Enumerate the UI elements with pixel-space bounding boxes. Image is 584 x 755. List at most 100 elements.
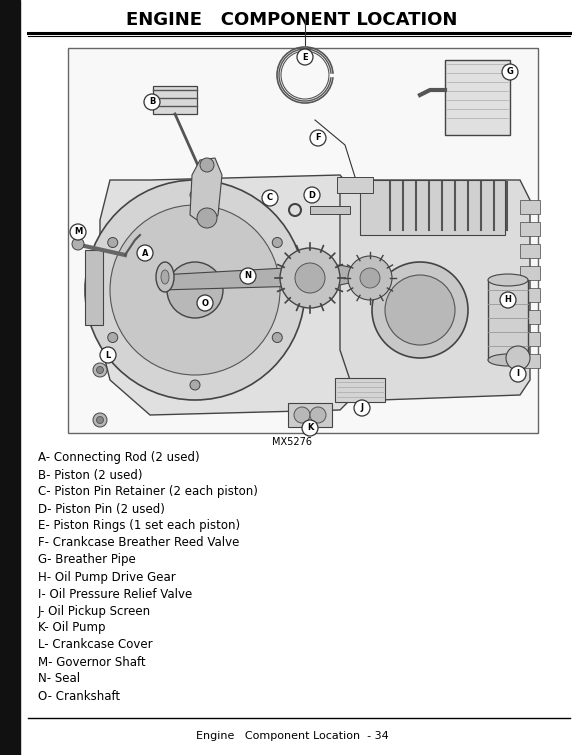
Circle shape — [240, 268, 256, 284]
Bar — [520, 288, 540, 302]
Circle shape — [500, 292, 516, 308]
Circle shape — [72, 238, 84, 250]
Text: L- Crankcase Cover: L- Crankcase Cover — [38, 639, 152, 652]
Bar — [310, 206, 350, 214]
Circle shape — [310, 130, 326, 146]
Circle shape — [110, 205, 280, 375]
Circle shape — [190, 190, 200, 200]
Text: C: C — [267, 193, 273, 202]
Circle shape — [272, 238, 282, 248]
Bar — [85, 250, 103, 325]
Circle shape — [304, 187, 320, 203]
Bar — [360, 180, 505, 235]
Bar — [520, 354, 540, 368]
Circle shape — [372, 262, 468, 358]
Bar — [488, 280, 528, 360]
Ellipse shape — [488, 354, 528, 366]
Text: M- Governor Shaft: M- Governor Shaft — [38, 655, 145, 668]
Text: A: A — [142, 248, 148, 257]
Bar — [288, 403, 332, 427]
Text: D: D — [308, 190, 315, 199]
Circle shape — [85, 180, 305, 400]
Bar — [520, 200, 540, 214]
Text: L: L — [105, 350, 110, 359]
Text: B- Piston (2 used): B- Piston (2 used) — [38, 469, 142, 482]
Circle shape — [297, 49, 313, 65]
Circle shape — [93, 413, 107, 427]
Ellipse shape — [488, 274, 528, 286]
Circle shape — [348, 256, 392, 300]
Circle shape — [137, 245, 153, 261]
Bar — [337, 177, 373, 193]
Bar — [520, 310, 540, 324]
Circle shape — [96, 417, 103, 424]
Circle shape — [197, 208, 217, 228]
Text: J- Oil Pickup Screen: J- Oil Pickup Screen — [38, 605, 151, 618]
Circle shape — [354, 400, 370, 416]
Circle shape — [144, 94, 160, 110]
Text: E: E — [302, 53, 308, 61]
Bar — [153, 86, 197, 114]
Circle shape — [502, 64, 518, 80]
Circle shape — [294, 407, 310, 423]
Circle shape — [100, 347, 116, 363]
Ellipse shape — [156, 262, 174, 292]
Bar — [520, 244, 540, 258]
Bar — [520, 222, 540, 236]
Text: F- Crankcase Breather Reed Valve: F- Crankcase Breather Reed Valve — [38, 537, 239, 550]
Polygon shape — [190, 158, 222, 225]
Text: H: H — [505, 295, 512, 304]
Circle shape — [70, 224, 86, 240]
Text: K- Oil Pump: K- Oil Pump — [38, 621, 106, 634]
Circle shape — [506, 346, 530, 370]
Text: A- Connecting Rod (2 used): A- Connecting Rod (2 used) — [38, 451, 200, 464]
Circle shape — [510, 366, 526, 382]
Text: O- Crankshaft: O- Crankshaft — [38, 689, 120, 702]
Circle shape — [190, 380, 200, 390]
Ellipse shape — [161, 270, 169, 284]
Bar — [520, 266, 540, 280]
Text: I: I — [516, 369, 520, 378]
Circle shape — [107, 238, 118, 248]
Circle shape — [107, 332, 118, 343]
Text: B: B — [149, 97, 155, 106]
Text: F: F — [315, 134, 321, 143]
Circle shape — [167, 262, 223, 318]
Bar — [445, 60, 510, 135]
Bar — [335, 378, 385, 402]
Text: N- Seal: N- Seal — [38, 673, 80, 686]
Circle shape — [295, 263, 325, 293]
Circle shape — [310, 407, 326, 423]
Circle shape — [262, 190, 278, 206]
Circle shape — [302, 420, 318, 436]
Text: O: O — [201, 298, 208, 307]
Circle shape — [96, 366, 103, 374]
Bar — [520, 332, 540, 346]
Text: ENGINE   COMPONENT LOCATION: ENGINE COMPONENT LOCATION — [126, 11, 458, 29]
Bar — [0, 0, 20, 755]
Circle shape — [272, 332, 282, 343]
Polygon shape — [100, 175, 370, 415]
Text: G: G — [506, 67, 513, 76]
Circle shape — [93, 363, 107, 377]
Circle shape — [280, 248, 340, 308]
Text: Engine   Component Location  - 34: Engine Component Location - 34 — [196, 731, 388, 741]
Text: E- Piston Rings (1 set each piston): E- Piston Rings (1 set each piston) — [38, 519, 240, 532]
Circle shape — [360, 268, 380, 288]
Text: N: N — [245, 272, 252, 281]
Text: H- Oil Pump Drive Gear: H- Oil Pump Drive Gear — [38, 571, 176, 584]
Text: M: M — [74, 227, 82, 236]
Text: MX5276: MX5276 — [272, 437, 312, 447]
Bar — [68, 48, 538, 433]
Circle shape — [200, 158, 214, 172]
Polygon shape — [160, 265, 385, 290]
Text: J: J — [360, 403, 363, 412]
Text: C- Piston Pin Retainer (2 each piston): C- Piston Pin Retainer (2 each piston) — [38, 485, 258, 498]
Text: G- Breather Pipe: G- Breather Pipe — [38, 553, 135, 566]
Text: D- Piston Pin (2 used): D- Piston Pin (2 used) — [38, 503, 165, 516]
Circle shape — [197, 295, 213, 311]
Text: K: K — [307, 424, 313, 433]
Circle shape — [385, 275, 455, 345]
Polygon shape — [340, 180, 530, 400]
Text: I- Oil Pressure Relief Valve: I- Oil Pressure Relief Valve — [38, 587, 192, 600]
